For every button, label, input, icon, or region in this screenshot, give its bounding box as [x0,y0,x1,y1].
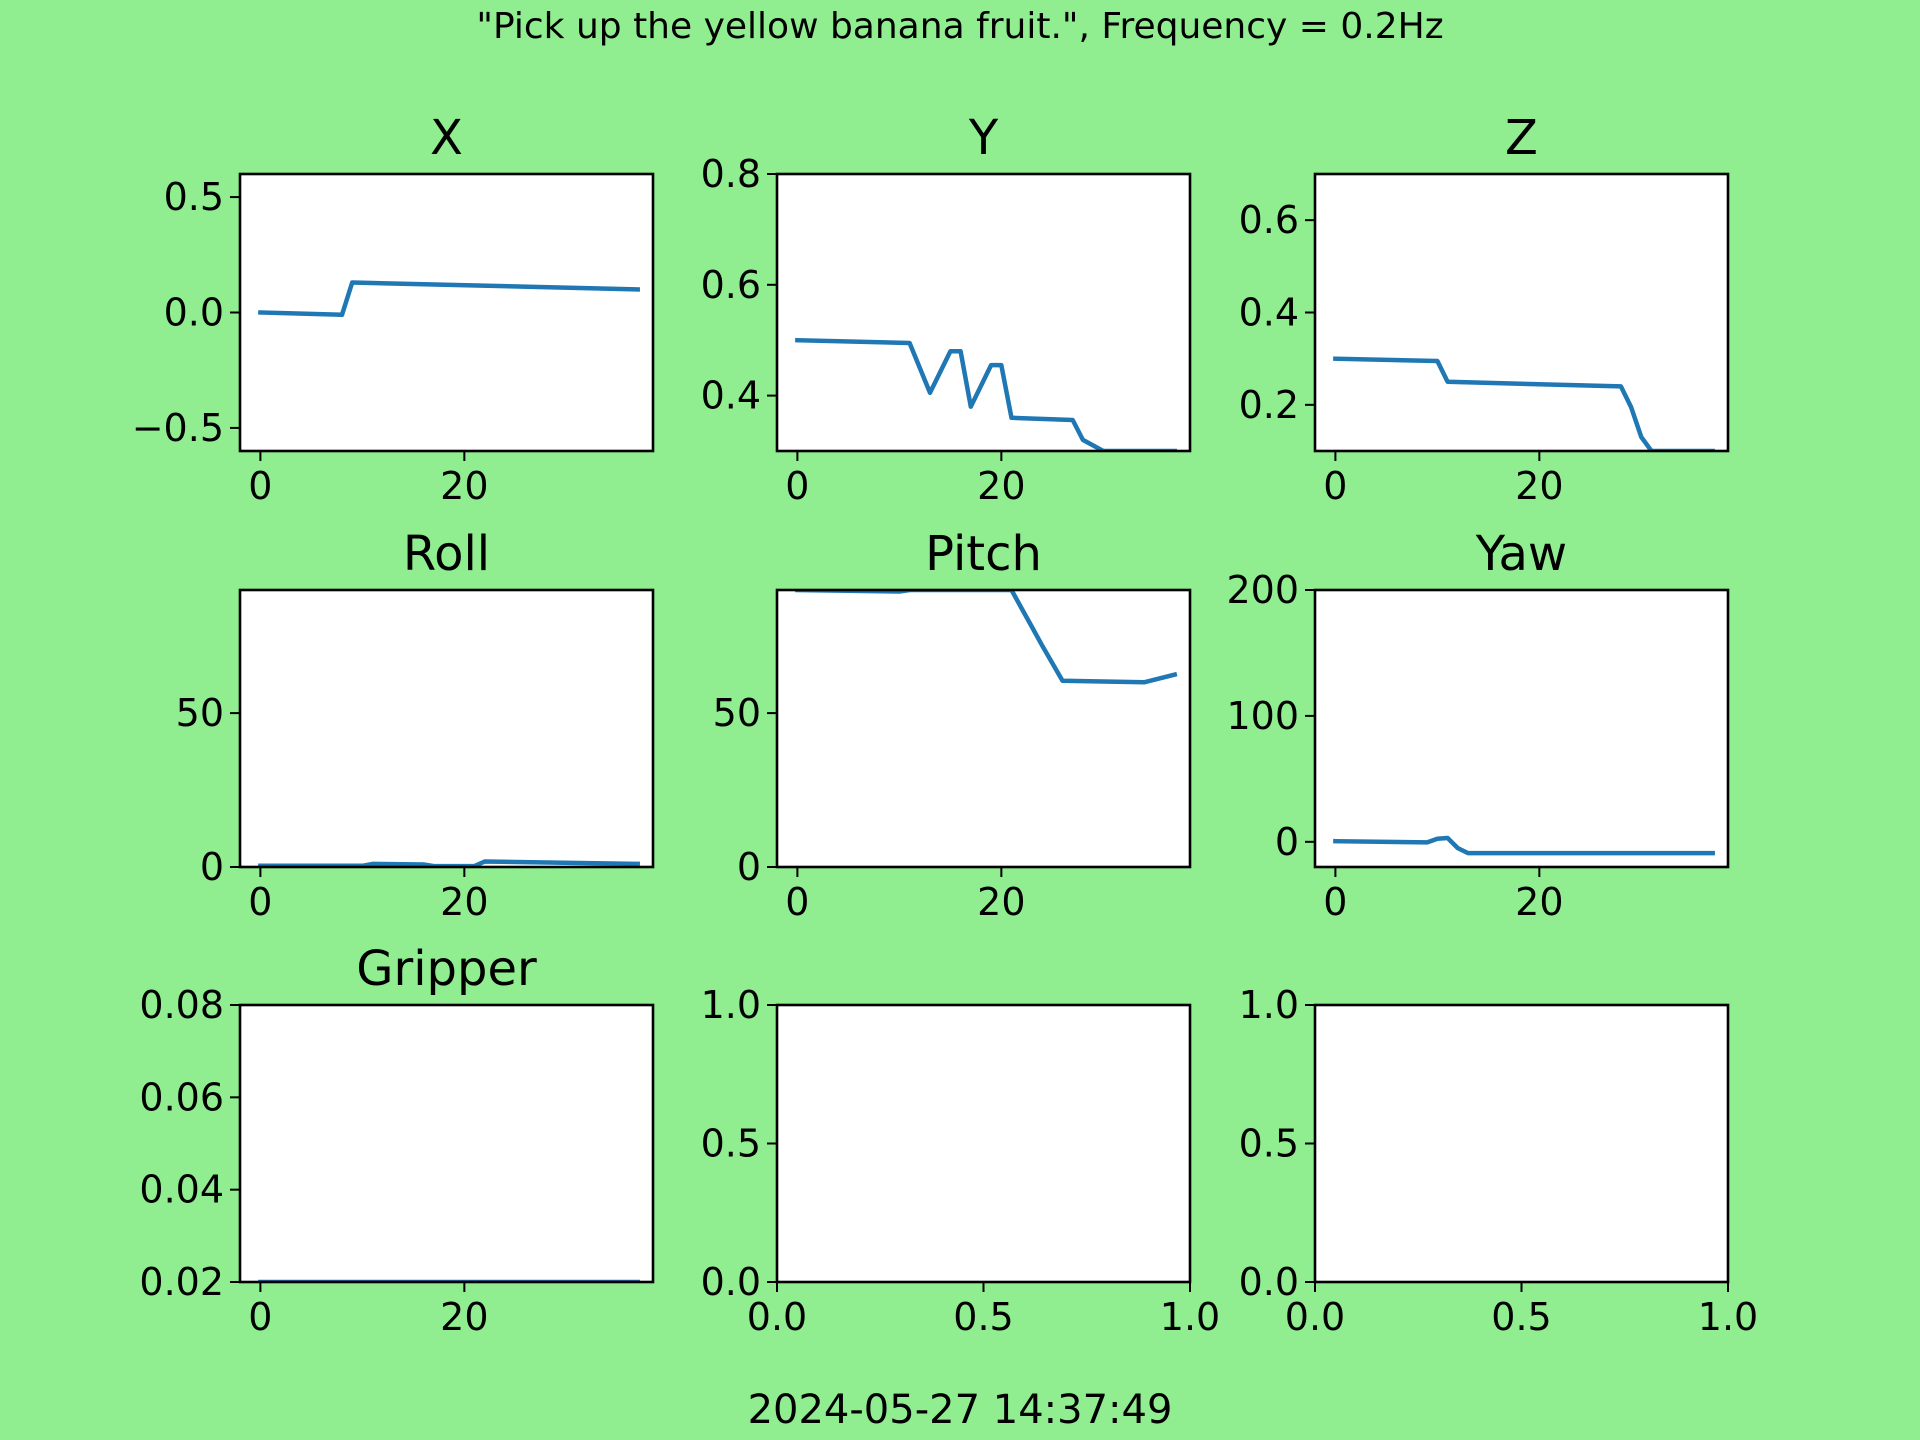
subplot-title: Yaw [1475,526,1567,582]
y-tick-label: 0.8 [701,152,761,196]
x-tick-label: 0 [248,1295,272,1339]
y-tick-label: 0.6 [1239,198,1299,242]
y-tick-label: 0.0 [1239,1260,1299,1304]
x-tick-label: 0.0 [747,1295,807,1339]
y-tick-label: 0.0 [164,291,224,335]
series-line-1 [1333,356,1715,451]
subplot-empty-9: 0.0 0.5 1.0 0.0 0.5 1.0 [1239,983,1759,1339]
plot-area [1315,1005,1728,1282]
plot-area [777,590,1190,867]
x-tick-label: 0 [1323,880,1347,924]
x-tick-label: 0.5 [1491,1295,1551,1339]
subplot-gripper: Gripper 0 20 0.02 0.04 0.06 0.08 [139,941,655,1339]
x-tick-label: 20 [440,1295,488,1339]
y-tick-label: 0.04 [139,1168,224,1212]
x-tick-label: 0 [785,464,809,508]
y-tick-label: 100 [1226,694,1299,738]
x-tick-label: 20 [1515,464,1563,508]
subplot-z: Z 0 20 0.2 0.4 0.6 [1239,110,1730,508]
subplot-pitch: Pitch 0 20 0 50 [713,526,1192,924]
y-tick-label: 0.08 [139,983,224,1027]
x-tick-label: 20 [977,464,1025,508]
subplot-title: Roll [403,526,490,582]
x-tick-label: 20 [440,464,488,508]
y-tick-label: 0.2 [1239,383,1299,427]
y-tick-label: 0.5 [164,175,224,219]
y-tick-label: 0.02 [139,1260,224,1304]
subplot-empty-8: 0.0 0.5 1.0 0.0 0.5 1.0 [701,983,1221,1339]
plot-area [777,174,1190,451]
y-tick-label: −0.5 [132,406,224,450]
x-tick-label: 0 [248,464,272,508]
x-tick-label: 20 [1515,880,1563,924]
x-tick-label: 0 [248,880,272,924]
plot-area [240,1005,653,1282]
series-line-1 [258,280,641,318]
y-tick-label: 0.4 [701,374,761,418]
axes-frame [238,588,655,869]
x-tick-label: 1.0 [1160,1295,1220,1339]
axes-frame [238,1003,655,1284]
axes-frame [775,172,1192,453]
x-tick-label: 0 [785,880,809,924]
plot-area [1315,174,1728,451]
y-tick-label: 0.5 [1239,1122,1299,1166]
axes-frame [1313,588,1730,869]
y-tick-label: 0.06 [139,1075,224,1119]
subplot-title: X [430,110,463,166]
y-tick-label: 50 [713,691,761,735]
plot-area [777,1005,1190,1282]
series-line-1 [258,859,640,867]
y-tick-label: 0.4 [1239,291,1299,335]
y-tick-label: 0.0 [701,1260,761,1304]
subplot-title: Y [968,110,999,166]
subplot-y: Y 0 20 0.4 0.6 0.8 [701,110,1192,508]
y-tick-label: 0 [737,845,761,889]
subplot-roll: Roll 0 20 0 50 [176,526,655,924]
x-tick-label: 1.0 [1698,1295,1758,1339]
x-tick-label: 20 [440,880,488,924]
y-tick-label: 1.0 [701,983,761,1027]
x-tick-label: 0.0 [1285,1295,1345,1339]
series-line-1 [795,337,1177,451]
y-tick-label: 1.0 [1239,983,1299,1027]
timestamp: 2024-05-27 14:37:49 [748,1387,1173,1433]
y-tick-label: 200 [1226,568,1299,612]
subplot-title: Z [1505,110,1538,166]
y-tick-label: 0.6 [701,263,761,307]
x-tick-label: 20 [977,880,1025,924]
y-tick-label: 50 [176,691,224,735]
y-tick-label: 0.5 [701,1122,761,1166]
y-tick-label: 0 [200,845,224,889]
plot-area [1315,590,1728,867]
axes-frame [775,588,1192,869]
figure-title: "Pick up the yellow banana fruit.", Freq… [476,6,1443,47]
x-tick-label: 0 [1323,464,1347,508]
subplot-title: Pitch [925,526,1042,582]
series-line-1 [1333,835,1715,856]
subplot-title: Gripper [356,941,537,997]
y-tick-label: 0 [1275,820,1299,864]
plot-area [240,590,653,867]
subplot-x: X 0 20 −0.5 0.0 0.5 [132,110,655,508]
x-tick-label: 0.5 [953,1295,1013,1339]
